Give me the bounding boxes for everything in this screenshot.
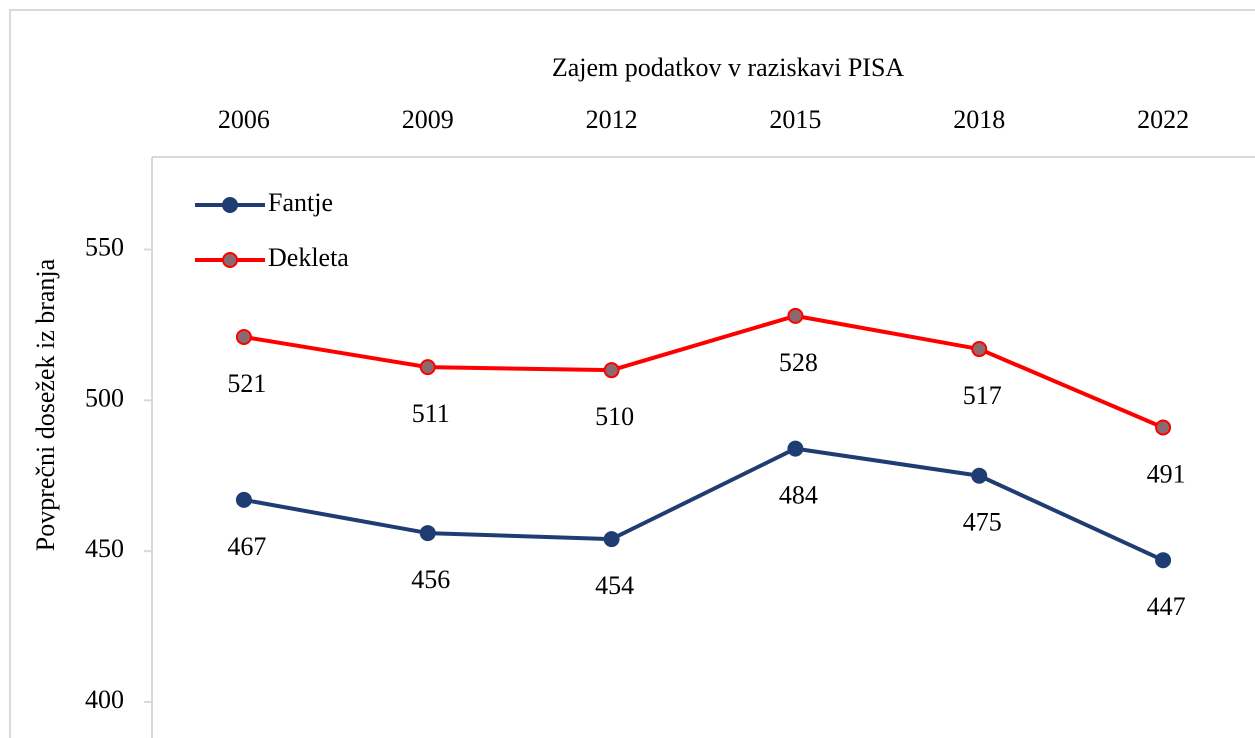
series-line [243, 313, 1164, 430]
chart-frame [9, 9, 1255, 738]
data-label: 447 [1147, 592, 1186, 621]
data-label: 521 [227, 369, 266, 398]
data-point [235, 328, 252, 345]
data-label: 491 [1147, 459, 1186, 488]
legend-marker [222, 252, 238, 268]
y-tick-label: 550 [85, 232, 124, 261]
chart-title: Zajem podatkov v raziskavi PISA [552, 53, 905, 82]
legend-label: Fantje [268, 188, 333, 217]
data-label: 456 [411, 565, 450, 594]
x-tick-label: 2009 [402, 105, 454, 134]
x-tick-label: 2015 [769, 105, 821, 134]
data-point [603, 531, 620, 548]
legend-label: Dekleta [268, 243, 349, 272]
x-tick-label: 2006 [218, 105, 270, 134]
series-line [243, 446, 1164, 563]
data-label: 454 [595, 571, 634, 600]
x-tick-label: 2022 [1137, 105, 1189, 134]
y-tick-label: 500 [85, 383, 124, 412]
data-label: 517 [963, 381, 1002, 410]
data-label: 511 [412, 399, 450, 428]
data-point [419, 359, 436, 376]
data-label: 484 [779, 481, 818, 510]
x-tick-label: 2012 [586, 105, 638, 134]
data-point [787, 440, 804, 457]
data-label: 467 [227, 532, 266, 561]
legend-marker [222, 197, 238, 213]
y-tick-label: 400 [85, 685, 124, 714]
x-tick-label: 2018 [953, 105, 1005, 134]
data-label: 475 [963, 508, 1002, 537]
data-point [971, 341, 988, 358]
data-point [1155, 552, 1172, 569]
data-point [235, 491, 252, 508]
data-point [603, 362, 620, 379]
data-point [1155, 419, 1172, 436]
data-point [419, 525, 436, 542]
data-label: 510 [595, 402, 634, 431]
data-label: 528 [779, 348, 818, 377]
data-point [787, 307, 804, 324]
y-tick-label: 450 [85, 534, 124, 563]
y-axis-label: Povprečni dosežek iz branja [31, 258, 60, 551]
data-point [971, 467, 988, 484]
